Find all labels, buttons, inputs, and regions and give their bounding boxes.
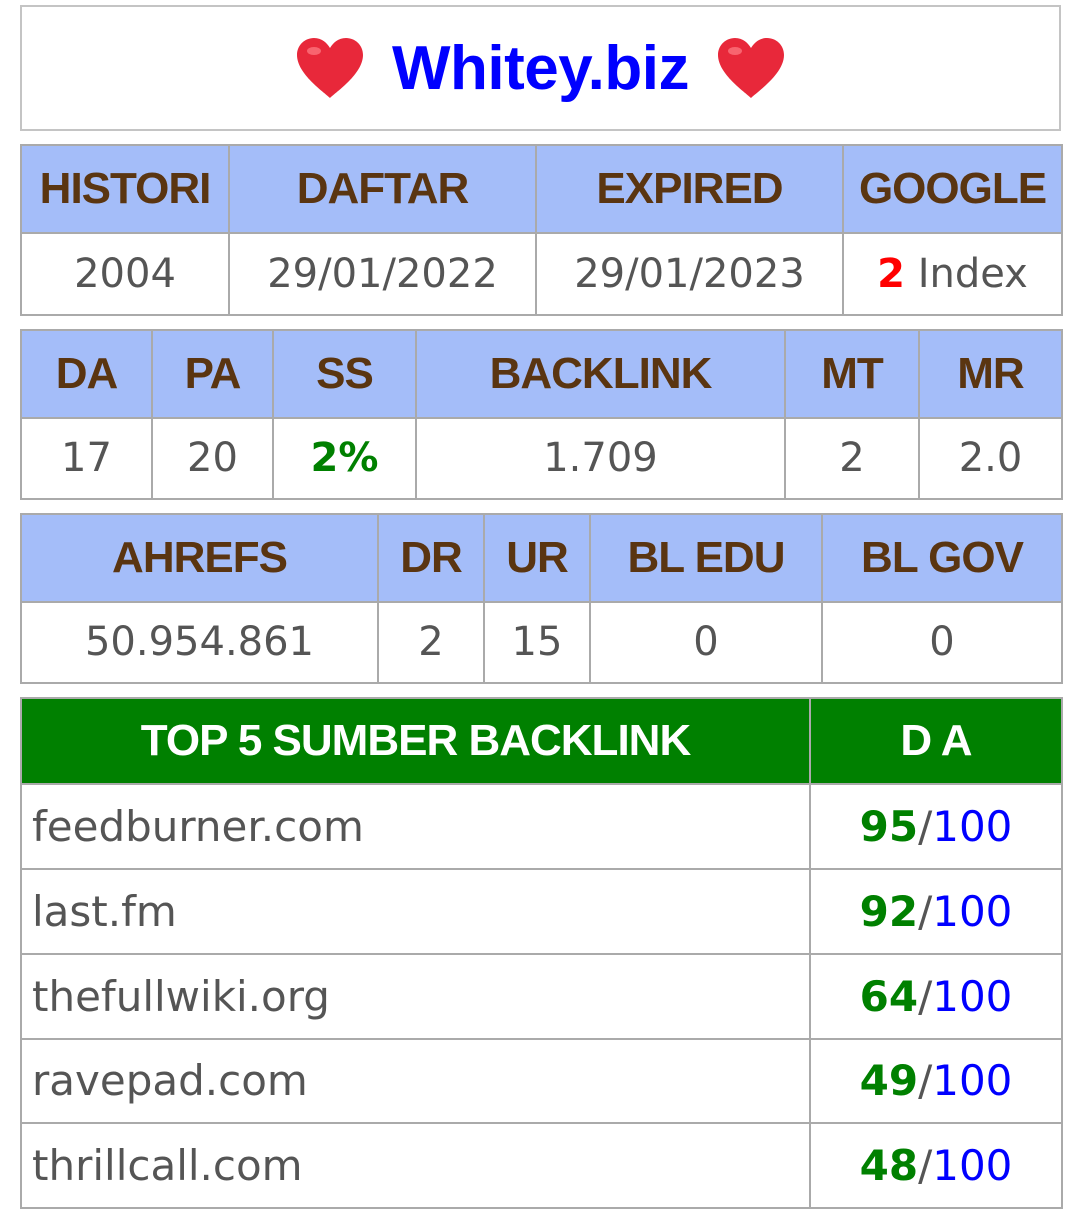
header-top-sources: TOP 5 SUMBER BACKLINK (20, 696, 811, 786)
da-score-separator: / (918, 1141, 933, 1191)
header-ss: SS (272, 329, 417, 419)
backlink-site: feedburner.com (20, 783, 811, 871)
backlink-da-score: 48/100 (809, 1122, 1063, 1209)
table-row: last.fm 92/100 (20, 868, 1063, 955)
header-daftar: DAFTAR (228, 143, 537, 235)
header-google: GOOGLE (842, 143, 1063, 235)
ahrefs-value: 50.954.861 (20, 600, 379, 685)
mr-value: 2.0 (918, 416, 1063, 501)
header-da-score: D A (809, 696, 1063, 786)
da-score-max: 100 (932, 1056, 1013, 1106)
da-score-separator: / (918, 971, 933, 1021)
backlink-da-score: 92/100 (809, 868, 1063, 955)
histori-value: 2004 (20, 232, 230, 316)
bl-edu-value: 0 (589, 600, 823, 685)
da-score-separator: / (918, 886, 933, 936)
da-score-separator: / (918, 802, 933, 852)
header-ahrefs: AHREFS (20, 513, 379, 603)
google-index-suffix: Index (905, 251, 1028, 298)
expired-value: 29/01/2023 (535, 232, 844, 316)
header-da: DA (20, 329, 153, 419)
backlink-site: thrillcall.com (20, 1122, 811, 1209)
da-score-value: 64 (859, 971, 919, 1021)
backlink-site: ravepad.com (20, 1037, 811, 1125)
bl-gov-value: 0 (821, 600, 1063, 685)
header-dr: DR (377, 513, 485, 603)
header-ur: UR (483, 513, 591, 603)
da-score-value: 48 (859, 1141, 919, 1191)
table-row: feedburner.com 95/100 (20, 783, 1063, 871)
pa-value: 20 (151, 416, 274, 501)
heart-icon (297, 38, 364, 98)
table-row: thefullwiki.org 64/100 (20, 952, 1063, 1040)
backlink-site: last.fm (20, 868, 811, 955)
table-row: thrillcall.com 48/100 (20, 1122, 1063, 1209)
table-row: ravepad.com 49/100 (20, 1037, 1063, 1125)
moz-metrics-table: DA PA SS BACKLINK MT MR 17 20 2% 1.709 2… (20, 329, 1063, 501)
header-mr: MR (918, 329, 1063, 419)
site-title-box: Whitey.biz (20, 5, 1061, 131)
backlink-da-score: 95/100 (809, 783, 1063, 871)
domain-info-table: HISTORI DAFTAR EXPIRED GOOGLE 2004 29/01… (20, 143, 1063, 316)
da-score-value: 92 (859, 886, 919, 936)
header-backlink: BACKLINK (415, 329, 786, 419)
header-bl-gov: BL GOV (821, 513, 1063, 603)
ss-value: 2% (272, 416, 417, 501)
da-score-value: 49 (859, 1056, 919, 1106)
google-index-value: 2 Index (842, 232, 1063, 316)
ur-value: 15 (483, 600, 591, 685)
backlink-site: thefullwiki.org (20, 952, 811, 1040)
da-score-max: 100 (932, 802, 1013, 852)
header-bl-edu: BL EDU (589, 513, 823, 603)
backlink-value: 1.709 (415, 416, 786, 501)
google-index-count: 2 (877, 251, 905, 298)
da-score-max: 100 (932, 886, 1013, 936)
da-value: 17 (20, 416, 153, 501)
header-pa: PA (151, 329, 274, 419)
ahrefs-metrics-table: AHREFS DR UR BL EDU BL GOV 50.954.861 2 … (20, 513, 1063, 685)
header-histori: HISTORI (20, 143, 230, 235)
da-score-max: 100 (932, 1141, 1013, 1191)
backlink-da-score: 64/100 (809, 952, 1063, 1040)
backlink-da-score: 49/100 (809, 1037, 1063, 1125)
mt-value: 2 (784, 416, 920, 501)
heart-icon (717, 38, 784, 98)
header-mt: MT (784, 329, 920, 419)
top-backlink-sources-table: TOP 5 SUMBER BACKLINK D A feedburner.com… (20, 696, 1063, 1209)
dr-value: 2 (377, 600, 485, 685)
daftar-value: 29/01/2022 (228, 232, 537, 316)
header-expired: EXPIRED (535, 143, 844, 235)
da-score-max: 100 (932, 971, 1013, 1021)
da-score-value: 95 (859, 802, 919, 852)
da-score-separator: / (918, 1056, 933, 1106)
site-title: Whitey.biz (392, 33, 689, 103)
